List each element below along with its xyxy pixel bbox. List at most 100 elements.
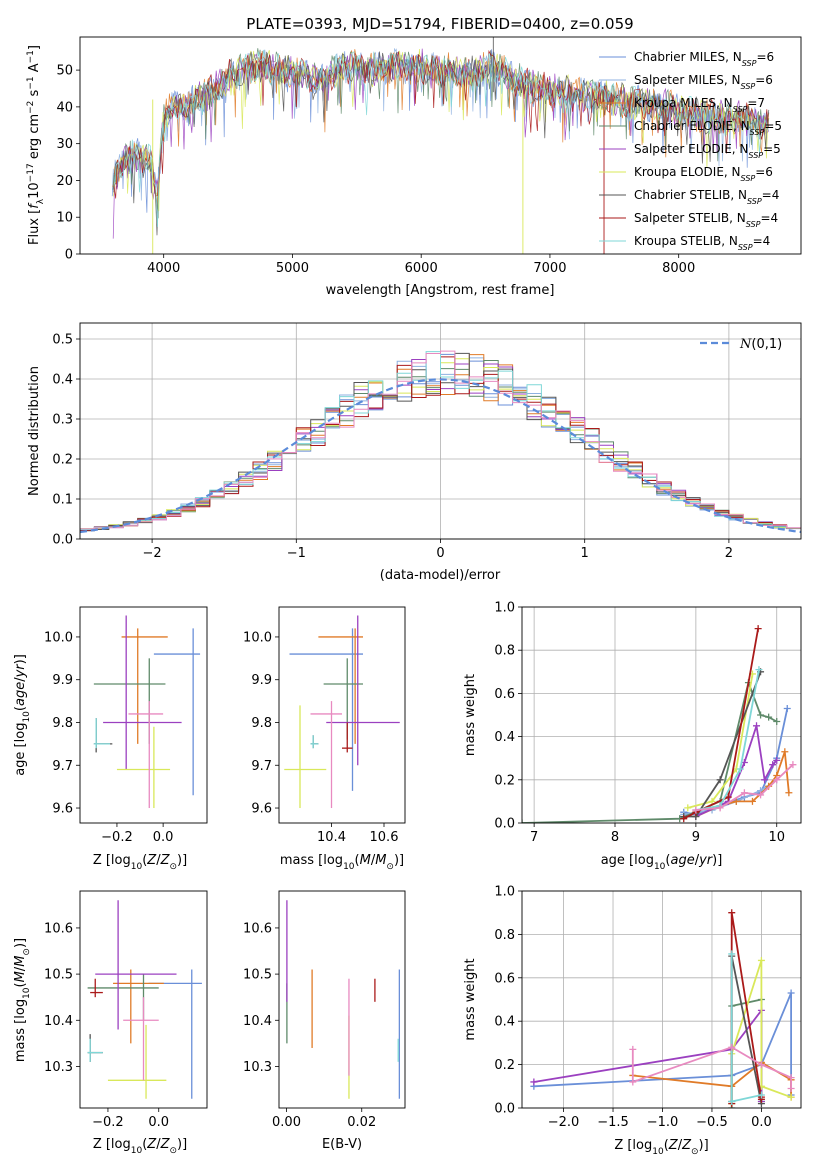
y-tick-label: 9.6 [52, 802, 73, 817]
y-axis-label: age [log10(age/yr)] [13, 654, 32, 776]
y-axis-label: mass [log10(M/M⊙)] [13, 938, 32, 1062]
legend-entry: Kroupa MILES, NSSP=7 [634, 96, 765, 114]
x-tick-label: 10 [768, 830, 785, 845]
weight-marker [684, 804, 692, 812]
x-axis-label: wavelength [Angstrom, rest frame] [326, 283, 555, 298]
y-tick-label: 0.8 [494, 928, 515, 943]
x-tick-label: −0.2 [92, 1115, 124, 1130]
x-tick-label: 7000 [533, 261, 566, 276]
axes-weight_vs_age: 7 8 9 10 0.0 0.2 0.4 0.6 0.8 1.0 mass weight age [l… [463, 601, 802, 872]
y-tick-label: 0.6 [494, 971, 515, 986]
x-tick-label: −1.0 [647, 1115, 679, 1130]
axis-decorations: 0.00 0.02 10.3 10.4 10.5 10.6 E(B-V) [243, 890, 406, 1152]
x-axis-label: E(B-V) [322, 1137, 362, 1152]
weight-marker [728, 909, 736, 917]
y-tick-label: 10.6 [44, 921, 73, 936]
x-tick-label: 5000 [276, 261, 309, 276]
weight-line [533, 1007, 763, 1102]
y-tick-label: 0.4 [494, 1015, 515, 1030]
plot-area [284, 615, 400, 809]
axes-frame [79, 890, 208, 1109]
weight-marker [754, 625, 762, 633]
axis-decorations: 7 8 9 10 0.0 0.2 0.4 0.6 0.8 1.0 mass weight age [l… [463, 601, 802, 872]
x-tick-label: 0.02 [347, 1115, 376, 1130]
y-tick-label: 0.2 [494, 1058, 515, 1073]
x-tick-label: −0.5 [696, 1115, 728, 1130]
x-tick-label: 0.0 [153, 830, 174, 845]
weight-marker [629, 1045, 637, 1053]
weight-marker [716, 776, 724, 784]
spectrum-line [113, 49, 769, 228]
weight-marker [757, 791, 765, 799]
y-tick-label: 20 [56, 174, 73, 189]
axes-frame [278, 606, 406, 824]
weight-marker [757, 711, 765, 719]
legend-entry: N(0,1) [739, 337, 782, 352]
legend-entry: Chabrier STELIB, NSSP=4 [634, 188, 779, 206]
axes-spectrum: 4000 5000 6000 7000 8000 0 10 20 30 40 50 wavelengt… [26, 36, 802, 298]
y-tick-label: 0.0 [52, 533, 73, 548]
weight-marker [787, 1093, 795, 1101]
plot-area [80, 350, 801, 534]
weight-marker [787, 1084, 795, 1092]
weight-marker [785, 789, 793, 797]
y-tick-label: 10.3 [243, 1060, 272, 1075]
plot-area [93, 615, 201, 809]
y-tick-label: 10.4 [243, 1014, 272, 1029]
weight-marker [781, 748, 789, 756]
weight-marker [769, 761, 777, 769]
x-tick-label: 0.00 [272, 1115, 301, 1130]
axis-decorations: −0.2 0.0 10.3 10.4 10.5 10.6 Z [log10(Z/Z⊙)] ma… [13, 890, 208, 1156]
weight-marker [765, 713, 773, 721]
weight-marker [773, 776, 781, 784]
y-tick-label: 10.3 [44, 1060, 73, 1075]
gaussian-curve [80, 378, 801, 534]
axis-decorations: −2 −1 0 1 2 0.0 0.1 0.2 0.3 0.4 0.5 (data-model)/er… [27, 322, 802, 583]
y-axis-label: mass weight [463, 958, 478, 1040]
weight-marker [728, 1097, 736, 1105]
y-tick-label: 10.5 [243, 968, 272, 983]
y-tick-label: 0.5 [52, 333, 73, 348]
x-tick-label: 2 [725, 546, 733, 561]
y-tick-label: 0.6 [494, 687, 515, 702]
x-tick-label: −1.5 [597, 1115, 629, 1130]
x-tick-label: 0.0 [751, 1115, 772, 1130]
axes-age_vs_Z: −0.2 0.0 9.6 9.7 9.8 9.9 10.0 Z [log10(Z/Z⊙)] ag… [13, 606, 208, 872]
y-tick-label: 9.9 [251, 673, 272, 688]
weight-marker [680, 815, 688, 823]
weight-line [730, 960, 792, 1104]
y-tick-label: 10 [56, 211, 73, 226]
axes-age_vs_mass: 10.4 10.6 9.6 9.7 9.8 9.9 10.0 mass [log10(M/M⊙… [243, 606, 406, 872]
y-tick-label: 10.6 [243, 921, 272, 936]
weight-line [695, 764, 794, 811]
x-tick-label: 10.4 [317, 830, 346, 845]
y-tick-label: 9.7 [251, 759, 272, 774]
x-axis-label: mass [log10(M/M⊙)] [280, 853, 404, 872]
axes-mass_vs_Z: −0.2 0.0 10.3 10.4 10.5 10.6 Z [log10(Z/Z⊙)] ma… [13, 890, 208, 1156]
weight-marker [787, 989, 795, 997]
spectrum-line [112, 48, 769, 239]
weight-marker [755, 666, 763, 674]
weight-marker [761, 776, 769, 784]
y-tick-label: 9.8 [52, 716, 73, 731]
plot-area [111, 37, 770, 254]
plot-area [530, 909, 795, 1108]
axes-residuals: −2 −1 0 1 2 0.0 0.1 0.2 0.3 0.4 0.5 (data-model)/er… [27, 322, 802, 583]
weight-marker [530, 1078, 538, 1086]
axes-frame [278, 890, 406, 1109]
axes-frame [521, 890, 802, 1109]
weight-marker [773, 717, 781, 725]
y-tick-label: 0.2 [494, 773, 515, 788]
y-tick-label: 1.0 [494, 601, 515, 616]
axis-decorations: −2.0 −1.5 −1.0 −0.5 0.0 0.0 0.2 0.4 0.6 0.8 1.0 mas… [463, 885, 802, 1157]
legend-entry: Chabrier MILES, NSSP=6 [634, 50, 774, 68]
weight-line [695, 669, 760, 811]
weight-marker [757, 956, 765, 964]
y-tick-label: 0.8 [494, 644, 515, 659]
y-tick-label: 0.4 [494, 730, 515, 745]
axes-frame [79, 322, 802, 540]
y-tick-label: 0 [65, 248, 73, 263]
plot-area [522, 625, 797, 823]
y-tick-label: 9.7 [52, 759, 73, 774]
legend-entry: Salpeter STELIB, NSSP=4 [634, 211, 778, 229]
